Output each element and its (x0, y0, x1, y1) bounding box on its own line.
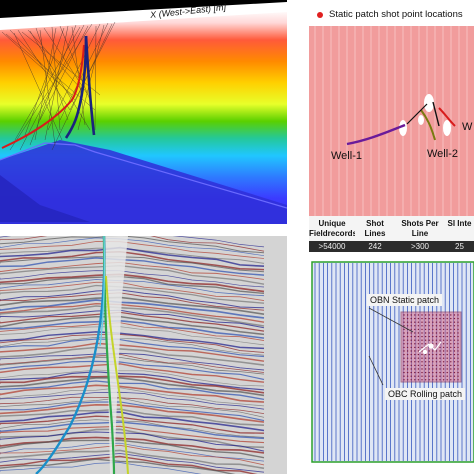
stats-value-cell: 25 (455, 242, 464, 251)
velocity-model-panel: X (West->East) [m] (0, 0, 287, 224)
seismic-section-graphic (0, 236, 287, 474)
stats-header-cell: Unique Fieldrecords (309, 219, 355, 238)
patch-layout-graphic (309, 260, 474, 474)
shot-legend-label: Static patch shot point locations (329, 9, 463, 20)
stats-value-cell: 242 (368, 242, 382, 251)
well-1-label: Well-1 (331, 150, 362, 162)
stats-header-cell: Shots Per Line (401, 219, 439, 238)
stats-value-cell: >54000 (318, 242, 346, 251)
well-2-label: Well-2 (427, 148, 458, 160)
stats-header-cell: Shot Lines (364, 219, 386, 238)
velocity-model-graphic (0, 2, 287, 224)
shot-legend: Static patch shot point locations (317, 9, 463, 20)
stats-header-cell: Sl Inte (447, 219, 472, 228)
obn-static-patch-label: OBN Static patch (367, 294, 443, 306)
stats-value-cell: >300 (410, 242, 430, 251)
seismic-section-panel (0, 236, 287, 474)
stats-value-row: >54000 242 >300 25 (309, 241, 474, 252)
stats-header-row: Unique Fieldrecords Shot Lines Shots Per… (309, 216, 474, 241)
obc-rolling-patch-label: OBC Rolling patch (385, 388, 466, 400)
shot-point-map-graphic (309, 0, 474, 216)
acquisition-stats-table: Unique Fieldrecords Shot Lines Shots Per… (309, 216, 474, 252)
shot-point-marker-icon (317, 11, 323, 18)
shot-point-map-panel: Static patch shot point locations Well-1… (309, 0, 474, 252)
well-3-label: W (462, 121, 473, 133)
patch-layout-panel: OBN Static patch OBC Rolling patch (309, 260, 474, 474)
